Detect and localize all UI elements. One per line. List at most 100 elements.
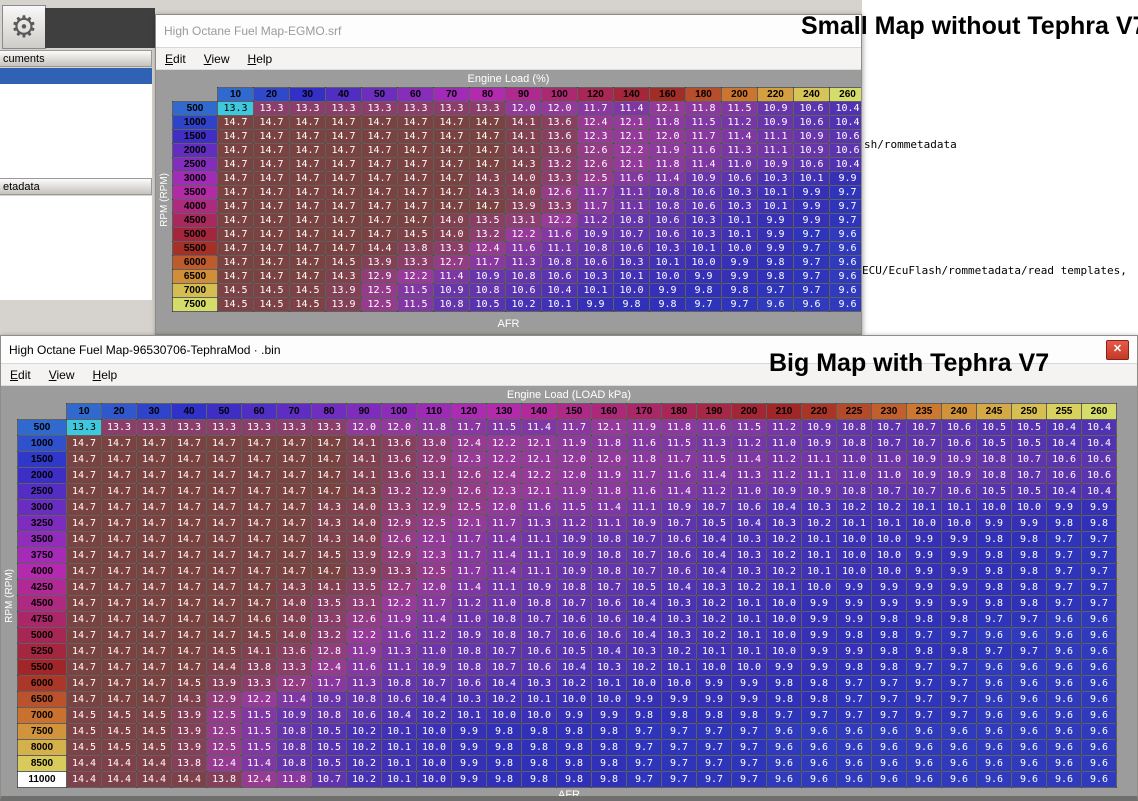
afr-cell[interactable]: 9.6 — [829, 241, 861, 256]
afr-cell[interactable]: 14.7 — [361, 115, 398, 130]
afr-cell[interactable]: 9.9 — [829, 171, 861, 186]
afr-cell[interactable]: 12.0 — [416, 579, 452, 596]
afr-cell[interactable]: 14.7 — [101, 451, 137, 468]
afr-cell[interactable]: 9.8 — [766, 691, 802, 708]
afr-cell[interactable]: 14.7 — [361, 171, 398, 186]
afr-cell[interactable]: 10.3 — [626, 643, 662, 660]
afr-cell[interactable]: 12.4 — [311, 659, 347, 676]
afr-cell[interactable]: 9.8 — [906, 643, 942, 660]
afr-cell[interactable]: 9.6 — [829, 283, 861, 298]
afr-cell[interactable]: 9.7 — [793, 227, 830, 242]
afr-cell[interactable]: 12.2 — [505, 227, 542, 242]
afr-cell[interactable]: 14.3 — [171, 691, 207, 708]
afr-cell[interactable]: 10.5 — [976, 419, 1012, 436]
afr-cell[interactable]: 10.1 — [613, 269, 650, 284]
load-header-230[interactable]: 230 — [871, 403, 907, 420]
afr-cell[interactable]: 10.6 — [685, 185, 722, 200]
afr-cell[interactable]: 14.7 — [289, 269, 326, 284]
rpm-header-4750[interactable]: 4750 — [17, 611, 67, 628]
afr-cell[interactable]: 14.3 — [311, 499, 347, 516]
afr-cell[interactable]: 10.6 — [731, 499, 767, 516]
afr-cell[interactable]: 10.0 — [836, 563, 872, 580]
afr-cell[interactable]: 9.6 — [1046, 739, 1082, 756]
afr-cell[interactable]: 14.7 — [101, 499, 137, 516]
afr-cell[interactable]: 10.6 — [577, 255, 614, 270]
afr-cell[interactable]: 10.9 — [757, 101, 794, 116]
load-header-70[interactable]: 70 — [433, 87, 470, 102]
afr-cell[interactable]: 10.8 — [649, 185, 686, 200]
afr-cell[interactable]: 9.7 — [661, 755, 697, 772]
afr-cell[interactable]: 13.3 — [217, 101, 254, 116]
afr-cell[interactable]: 14.7 — [66, 611, 102, 628]
load-header-225[interactable]: 225 — [836, 403, 872, 420]
afr-cell[interactable]: 10.2 — [661, 643, 697, 660]
afr-cell[interactable]: 9.7 — [793, 283, 830, 298]
afr-cell[interactable]: 14.7 — [206, 499, 242, 516]
rpm-header-6500[interactable]: 6500 — [17, 691, 67, 708]
afr-cell[interactable]: 14.7 — [289, 143, 326, 158]
afr-cell[interactable]: 9.8 — [941, 643, 977, 660]
afr-cell[interactable]: 10.7 — [626, 531, 662, 548]
afr-cell[interactable]: 13.6 — [381, 451, 417, 468]
afr-cell[interactable]: 9.7 — [871, 707, 907, 724]
afr-cell[interactable]: 10.3 — [731, 547, 767, 564]
rpm-header-3000[interactable]: 3000 — [172, 171, 218, 186]
afr-cell[interactable]: 12.2 — [241, 691, 277, 708]
afr-cell[interactable]: 13.3 — [325, 101, 362, 116]
afr-cell[interactable]: 10.6 — [1081, 451, 1117, 468]
afr-cell[interactable]: 14.7 — [101, 627, 137, 644]
afr-cell[interactable]: 9.8 — [1011, 547, 1047, 564]
afr-cell[interactable]: 14.1 — [346, 467, 382, 484]
afr-cell[interactable]: 9.8 — [626, 707, 662, 724]
afr-cell[interactable]: 10.1 — [685, 241, 722, 256]
afr-cell[interactable]: 9.7 — [1081, 595, 1117, 612]
afr-cell[interactable]: 14.7 — [289, 241, 326, 256]
afr-cell[interactable]: 12.5 — [577, 171, 614, 186]
afr-cell[interactable]: 10.9 — [451, 627, 487, 644]
afr-cell[interactable]: 10.0 — [871, 531, 907, 548]
afr-cell[interactable]: 13.9 — [325, 283, 362, 298]
afr-cell[interactable]: 11.4 — [433, 269, 470, 284]
afr-cell[interactable]: 11.8 — [276, 771, 312, 788]
afr-cell[interactable]: 14.7 — [136, 675, 172, 692]
afr-cell[interactable]: 13.1 — [505, 213, 542, 228]
load-header-40[interactable]: 40 — [171, 403, 207, 420]
afr-cell[interactable]: 11.3 — [721, 143, 758, 158]
afr-cell[interactable]: 10.8 — [649, 199, 686, 214]
afr-cell[interactable]: 10.6 — [661, 531, 697, 548]
afr-cell[interactable]: 9.7 — [766, 707, 802, 724]
afr-cell[interactable]: 14.7 — [66, 483, 102, 500]
afr-cell[interactable]: 10.3 — [696, 579, 732, 596]
afr-cell[interactable]: 9.7 — [1081, 547, 1117, 564]
afr-cell[interactable]: 10.9 — [556, 563, 592, 580]
afr-cell[interactable]: 11.1 — [613, 185, 650, 200]
afr-cell[interactable]: 14.7 — [206, 547, 242, 564]
afr-cell[interactable]: 14.7 — [433, 129, 470, 144]
afr-cell[interactable]: 14.7 — [469, 157, 506, 172]
afr-cell[interactable]: 14.7 — [361, 227, 398, 242]
afr-cell[interactable]: 12.0 — [541, 101, 578, 116]
afr-cell[interactable]: 14.7 — [217, 269, 254, 284]
afr-cell[interactable]: 14.7 — [325, 213, 362, 228]
afr-cell[interactable]: 9.6 — [1011, 739, 1047, 756]
afr-cell[interactable]: 11.5 — [241, 739, 277, 756]
afr-cell[interactable]: 11.5 — [661, 435, 697, 452]
afr-cell[interactable]: 11.8 — [649, 157, 686, 172]
afr-cell[interactable]: 9.6 — [829, 255, 861, 270]
afr-cell[interactable]: 14.7 — [101, 467, 137, 484]
afr-cell[interactable]: 14.7 — [66, 643, 102, 660]
afr-cell[interactable]: 14.7 — [217, 171, 254, 186]
afr-cell[interactable]: 9.7 — [661, 771, 697, 788]
afr-cell[interactable]: 10.3 — [685, 227, 722, 242]
afr-cell[interactable]: 10.4 — [661, 579, 697, 596]
afr-cell[interactable]: 14.7 — [101, 643, 137, 660]
load-header-170[interactable]: 170 — [626, 403, 662, 420]
afr-cell[interactable]: 14.7 — [325, 129, 362, 144]
afr-cell[interactable]: 10.6 — [793, 101, 830, 116]
afr-cell[interactable]: 10.5 — [469, 297, 506, 312]
afr-cell[interactable]: 13.2 — [541, 157, 578, 172]
afr-cell[interactable]: 14.7 — [253, 157, 290, 172]
afr-cell[interactable]: 14.7 — [311, 467, 347, 484]
afr-cell[interactable]: 9.6 — [906, 739, 942, 756]
afr-cell[interactable]: 9.8 — [976, 595, 1012, 612]
